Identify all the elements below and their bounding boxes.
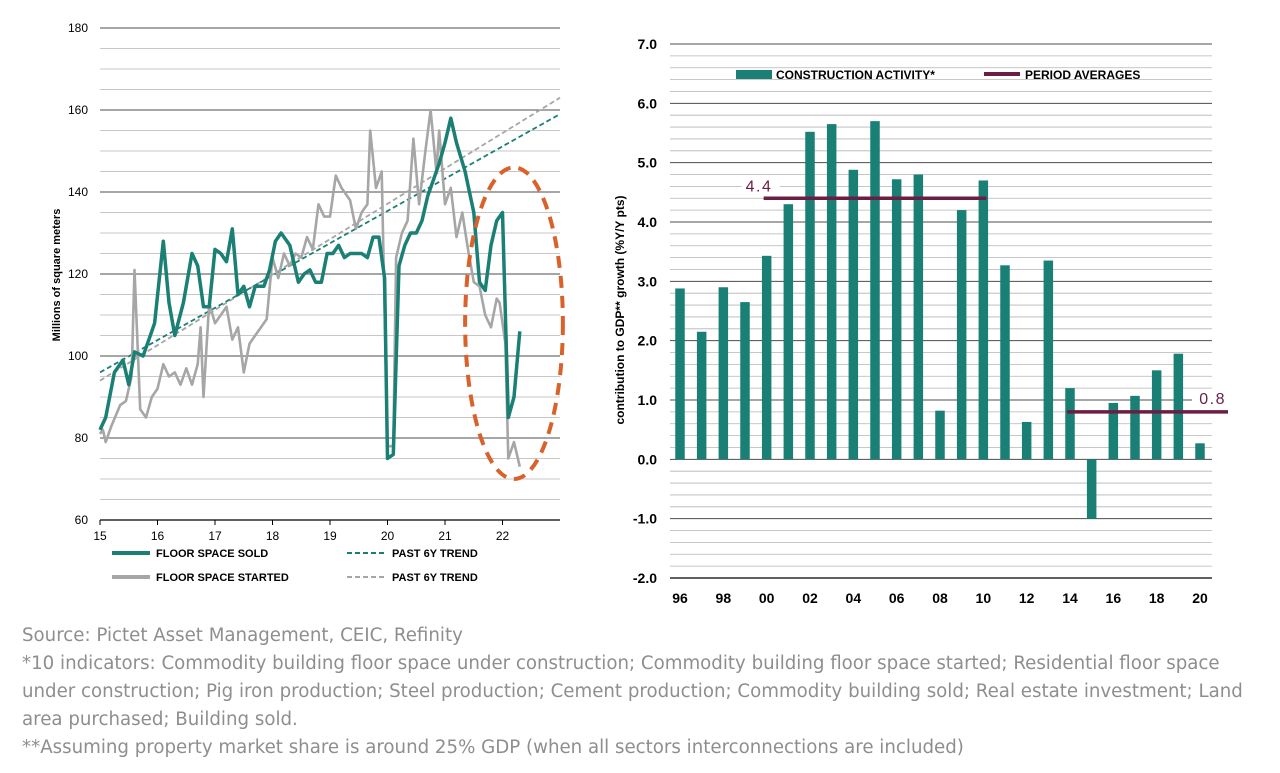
y-tick-label: 140: [68, 185, 88, 199]
bar-10: [978, 180, 989, 460]
legend-label-trend-sold: PAST 6Y TREND: [392, 548, 478, 560]
period-average-label: 4.4: [746, 178, 773, 195]
bar-98: [718, 287, 729, 460]
y-tick-label: 80: [75, 431, 89, 445]
left-x-tick-labels: 15 16 17 18 19 20 21 22: [93, 520, 509, 543]
bar-05: [870, 121, 880, 460]
y-tick-label: 7.0: [638, 36, 658, 52]
right-y-axis-label: contribution to GDP** growth (%Y/Y pts): [613, 195, 627, 424]
x-tick-label: 18: [1149, 590, 1165, 606]
bar-17: [1130, 395, 1140, 460]
bar-11: [1000, 265, 1010, 460]
y-tick-label: 3.0: [638, 273, 658, 289]
bar-01: [783, 204, 794, 460]
average-label-bg: [1192, 388, 1230, 408]
gdp-share-note: **Assuming property market share is arou…: [22, 737, 964, 758]
footnotes: Source: Pictet Asset Management, CEIC, R…: [22, 622, 1262, 762]
right-legend: CONSTRUCTION ACTIVITY* PERIOD AVERAGES: [736, 68, 1140, 82]
bar-09: [956, 210, 967, 460]
right-gridlines: [670, 43, 1212, 579]
floor-space-chart: 60 80 100 120 140 160 180 15 16 17 18 19 20 21 22 Mil…: [51, 21, 565, 584]
y-tick-label: -1.0: [633, 511, 657, 527]
y-tick-label: 180: [68, 21, 88, 35]
series-line-floor-space-started: [98, 108, 522, 467]
legend-label-started: FLOOR SPACE STARTED: [156, 572, 289, 584]
x-tick-label: 17: [208, 529, 222, 543]
right-x-tick-labels: 96 98 00 02 04 06 08 10 12 14 16 18 20: [672, 590, 1208, 606]
legend-label-bars: CONSTRUCTION ACTIVITY*: [776, 68, 935, 82]
y-tick-label: 2.0: [638, 333, 658, 349]
left-y-tick-labels: 60 80 100 120 140 160 180: [68, 21, 88, 527]
legend-label-trend-started: PAST 6Y TREND: [392, 572, 478, 584]
y-tick-label: 120: [68, 267, 88, 281]
x-tick-label: 08: [932, 590, 948, 606]
left-legend: FLOOR SPACE SOLD PAST 6Y TREND FLOOR SPA…: [112, 548, 478, 584]
left-y-axis-label: Millions of square meters: [51, 209, 63, 342]
bar-96: [675, 288, 685, 460]
x-tick-label: 16: [1106, 590, 1122, 606]
right-y-tick-labels: -2.0 -1.0 0.0 1.0 2.0 3.0 4.0 5.0 6.0 7.0: [633, 36, 657, 586]
bar-00: [761, 255, 772, 460]
y-tick-label: 100: [68, 349, 88, 363]
y-tick-label: 0.0: [638, 451, 658, 467]
bar-12: [1021, 421, 1032, 460]
bar-03: [826, 124, 837, 460]
x-tick-label: 20: [381, 529, 395, 543]
y-tick-label: 4.0: [638, 214, 658, 230]
right-bars: [675, 121, 1205, 519]
bar-14: [1065, 388, 1075, 460]
indicator-note: *10 indicators: Commodity building floor…: [22, 653, 1243, 730]
x-tick-label: 06: [889, 590, 905, 606]
bar-20: [1195, 443, 1205, 460]
x-tick-label: 04: [846, 590, 862, 606]
legend-swatch-bars: [736, 70, 772, 79]
x-tick-label: 98: [716, 590, 732, 606]
construction-activity-chart: -2.0 -1.0 0.0 1.0 2.0 3.0 4.0 5.0 6.0 7.0 96 98 00 0…: [613, 36, 1230, 606]
right-period-averages: 4.4 0.8: [741, 176, 1230, 414]
x-tick-label: 96: [672, 590, 688, 606]
left-gridlines: [100, 27, 560, 521]
bar-16: [1108, 402, 1119, 460]
bar-97: [696, 331, 707, 460]
y-tick-label: 5.0: [638, 155, 658, 171]
x-tick-label: 14: [1062, 590, 1078, 606]
period-average-label: 0.8: [1199, 391, 1226, 408]
bar-18: [1151, 370, 1162, 460]
x-tick-label: 22: [496, 529, 510, 543]
bar-99: [740, 302, 750, 460]
bar-07: [913, 174, 924, 460]
bar-13: [1043, 260, 1054, 460]
source-note: Source: Pictet Asset Management, CEIC, R…: [22, 625, 463, 646]
x-tick-label: 00: [759, 590, 775, 606]
legend-label-sold: FLOOR SPACE SOLD: [156, 548, 268, 560]
series-line-floor-space-sold: [98, 116, 522, 461]
x-tick-label: 20: [1192, 590, 1208, 606]
y-tick-label: 160: [68, 103, 88, 117]
average-label-bg: [741, 176, 780, 196]
legend-label-averages: PERIOD AVERAGES: [1025, 68, 1140, 82]
x-tick-label: 10: [976, 590, 992, 606]
x-tick-label: 18: [266, 529, 280, 543]
x-tick-label: 21: [438, 529, 452, 543]
bar-19: [1173, 353, 1184, 460]
x-tick-label: 02: [802, 590, 818, 606]
left-series-lines: [98, 96, 565, 482]
x-tick-label: 15: [93, 529, 107, 543]
y-tick-label: 1.0: [638, 392, 658, 408]
x-tick-label: 19: [323, 529, 337, 543]
y-tick-label: -2.0: [633, 570, 657, 586]
x-tick-label: 12: [1019, 590, 1035, 606]
bar-15: [1086, 459, 1097, 519]
highlight-ellipse: [463, 165, 565, 482]
bar-06: [891, 179, 902, 460]
bar-08: [935, 410, 945, 460]
y-tick-label: 60: [75, 513, 89, 527]
y-tick-label: 6.0: [638, 95, 658, 111]
bar-04: [848, 169, 859, 460]
bar-02: [805, 131, 815, 460]
x-tick-label: 16: [151, 529, 165, 543]
